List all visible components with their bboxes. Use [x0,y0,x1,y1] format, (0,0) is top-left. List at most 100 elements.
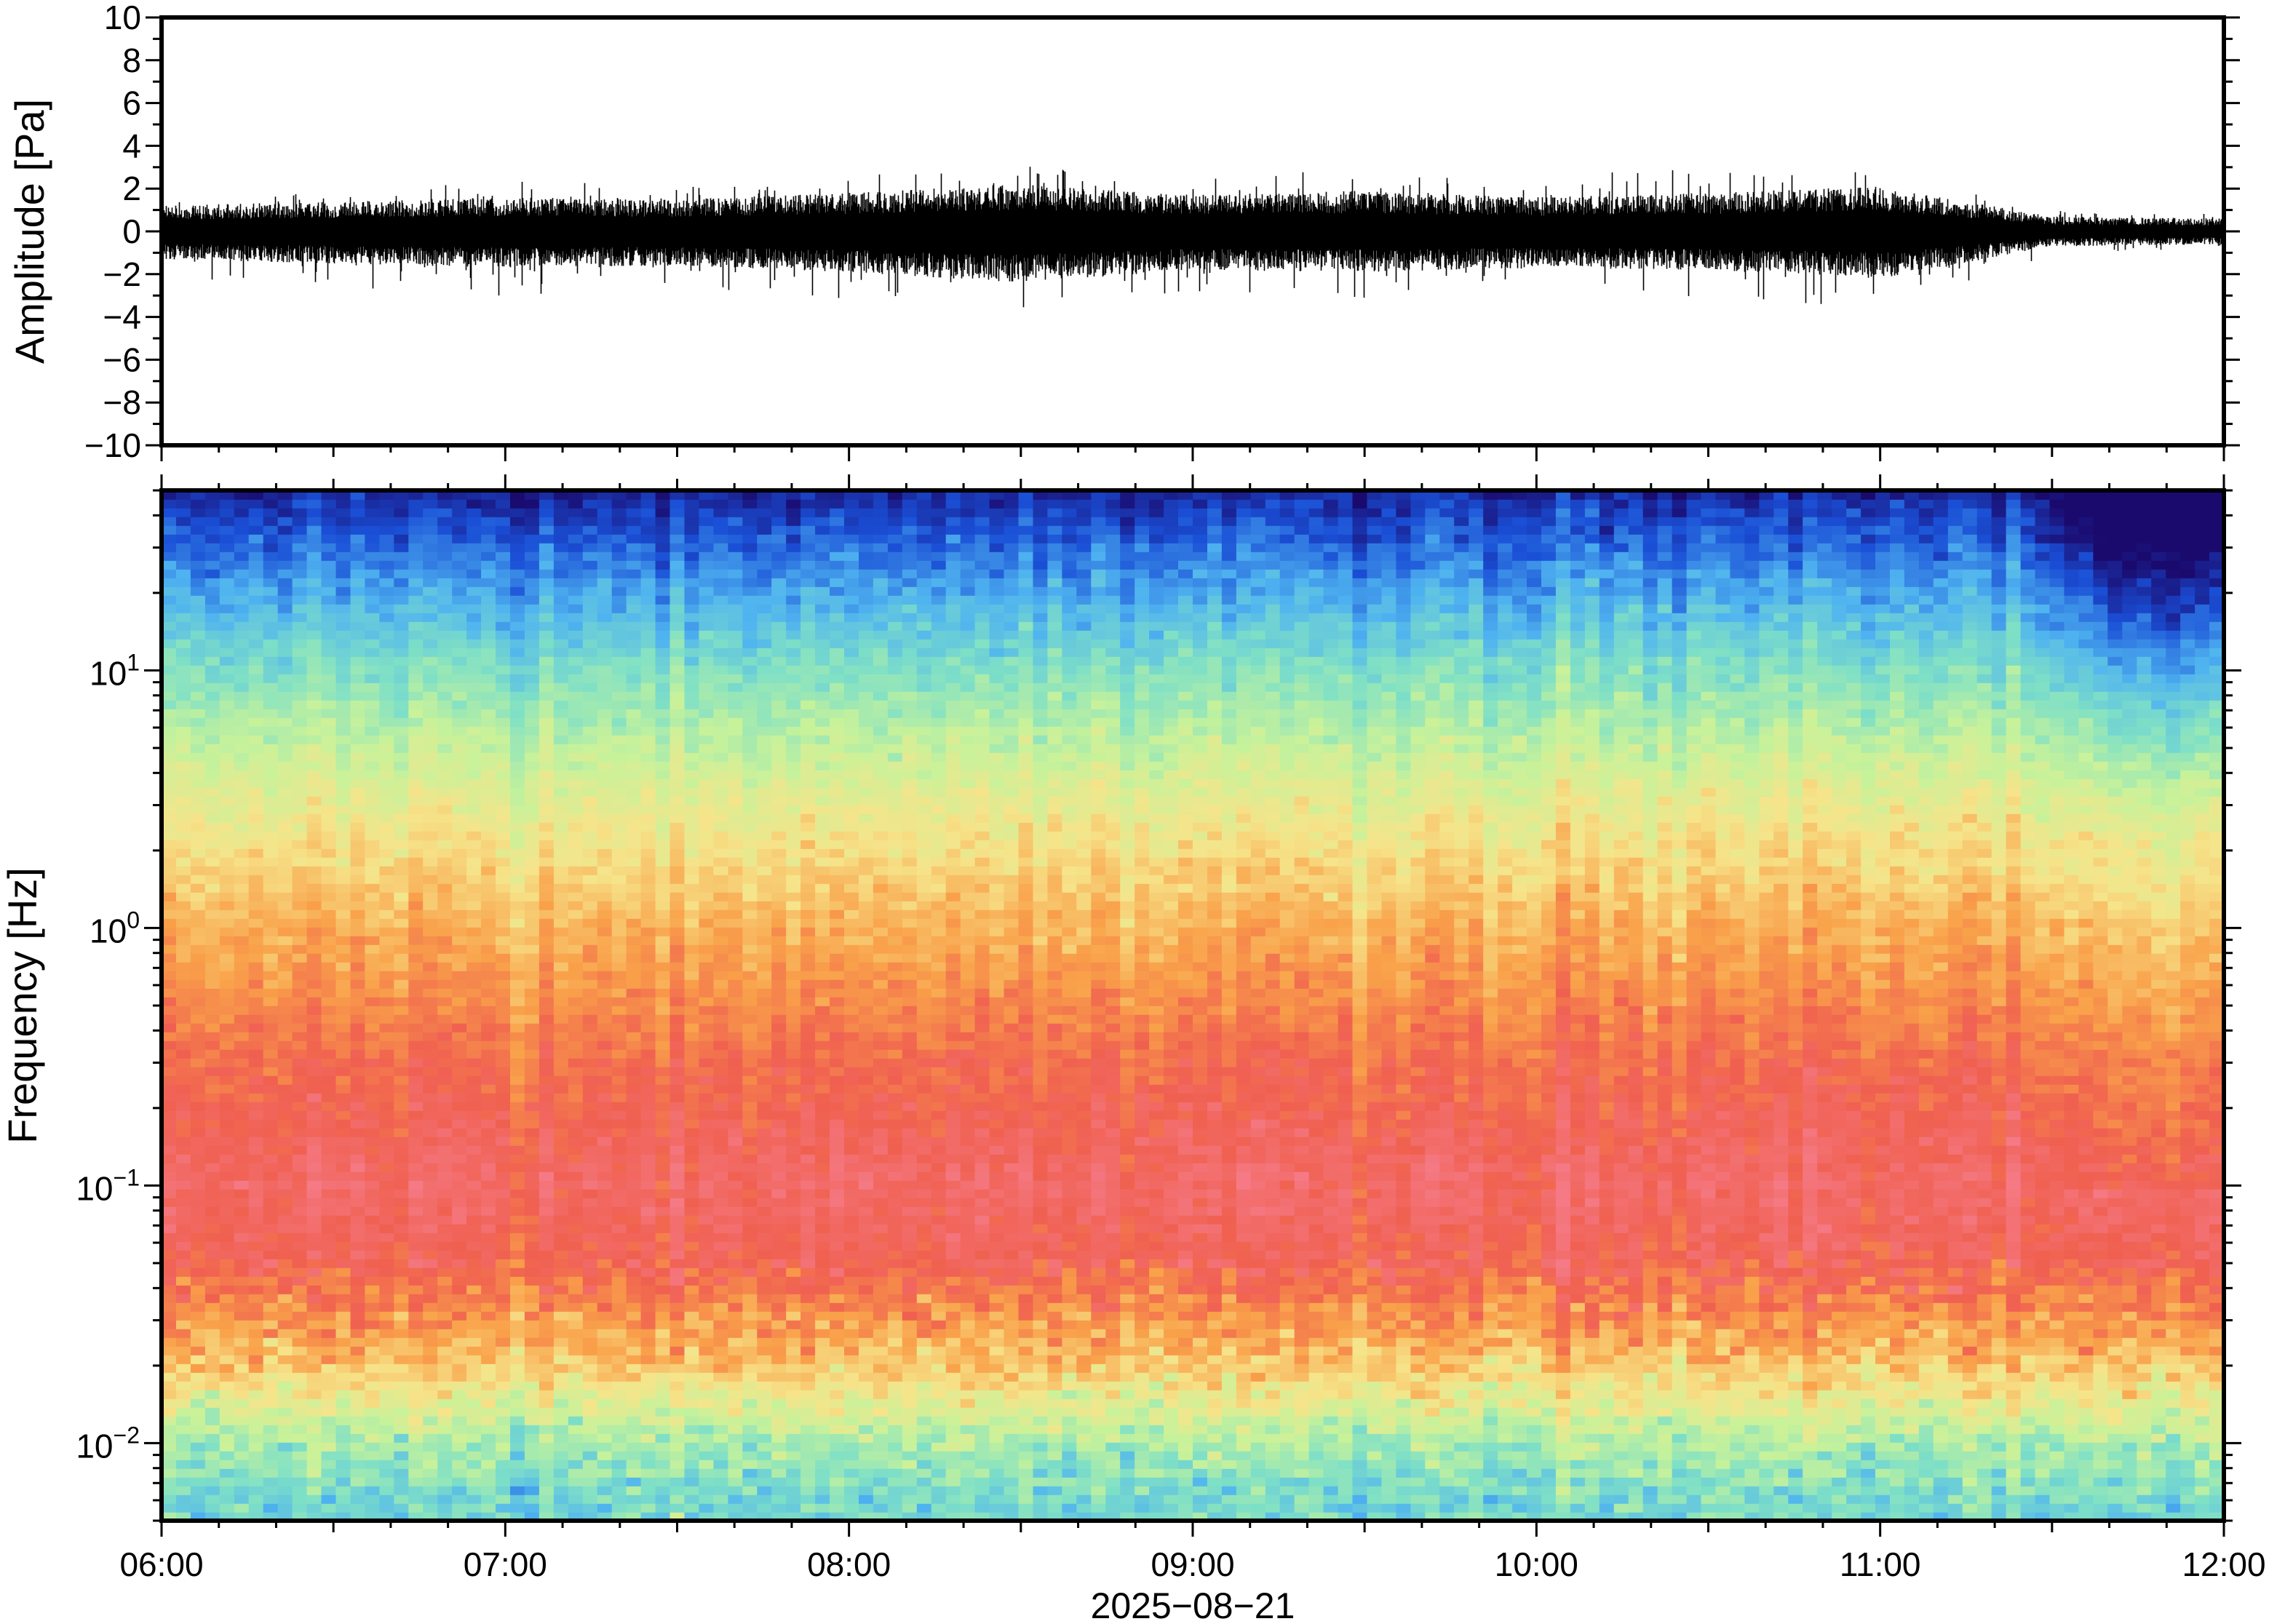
spectrogram-cell [524,552,540,561]
spectrogram-cell [162,1398,177,1408]
spectrogram-cell [394,1154,410,1163]
spectrogram-cell [248,1364,264,1373]
spectrogram-cell [684,1259,700,1268]
spectrogram-cell [481,971,496,980]
spectrogram-cell [394,1137,410,1146]
spectrogram-cell [263,490,279,500]
spectrogram-cell [655,1189,671,1198]
spectrogram-cell [423,1215,438,1225]
spectrogram-cell [684,1023,700,1032]
spectrogram-cell [423,1503,438,1513]
spectrogram-cell [699,1302,715,1312]
spectrogram-cell [466,1014,482,1024]
spectrogram-cell [669,1163,686,1172]
spectrogram-cell [321,840,337,849]
spectrogram-cell [684,909,700,919]
spectrogram-cell [669,979,686,989]
spectrogram-cell [176,796,191,805]
spectrogram-cell [684,875,700,884]
spectrogram-cell [176,875,191,884]
spectrogram-cell [713,1381,729,1390]
spectrogram-cell [640,971,656,980]
spectrogram-cell [481,648,496,657]
spectrogram-cell [306,1154,322,1163]
spectrogram-cell [190,901,206,910]
spectrogram-cell [669,517,686,526]
spectrogram-cell [626,1215,642,1225]
spectrogram-cell [466,735,482,744]
spectrogram-cell [335,857,351,867]
spectrogram-cell [466,1460,482,1469]
spectrogram-cell [742,499,758,509]
spectrogram-cell [553,883,569,893]
spectrogram-cell [466,744,482,753]
spectrogram-cell [640,988,656,998]
spectrogram-cell [699,665,715,674]
spectrogram-cell [611,927,627,936]
spectrogram-cell [394,1163,410,1172]
spectrogram-cell [176,1163,191,1172]
spectrogram-cell [292,1451,308,1460]
spectrogram-cell [335,639,351,648]
spectrogram-cell [684,586,700,596]
spectrogram-cell [408,927,424,936]
spectrogram-cell [669,1460,686,1469]
spectrogram-cell [655,517,671,526]
spectrogram-cell [350,840,366,849]
spectrogram-cell [452,1224,467,1233]
spectrogram-cell [466,813,482,823]
spectrogram-cell [655,639,671,648]
spectrogram-cell [263,1006,279,1015]
spectrogram-cell [582,1416,598,1425]
spectrogram-cell [379,813,395,823]
spectrogram-cell [437,1102,453,1111]
spectrogram-cell [335,691,351,701]
spectrogram-cell [568,1032,584,1041]
spectrogram-cell [350,1381,366,1390]
spectrogram-cell [437,595,453,605]
spectrogram-cell [394,866,410,875]
spectrogram-cell [292,892,308,901]
spectrogram-cell [321,848,337,858]
spectrogram-cell [481,613,496,622]
spectrogram-cell [190,857,206,867]
spectrogram-cell [248,1355,264,1364]
spectrogram-cell [669,656,686,666]
spectrogram-cell [496,1346,511,1356]
spectrogram-cell [452,962,467,971]
spectrogram-cell [190,944,206,954]
spectrogram-cell [757,997,773,1006]
spectrogram-cell [669,1049,686,1059]
spectrogram-cell [669,674,686,683]
spectrogram-cell [597,1180,613,1190]
spectrogram-cell [350,822,366,832]
spectrogram-cell [190,962,206,971]
spectrogram-cell [655,1075,671,1085]
spectrogram-cell [162,700,177,709]
spectrogram-cell [219,901,235,910]
spectrogram-cell [379,1390,395,1399]
spectrogram-cell [757,1058,773,1067]
spectrogram-cell [452,1215,467,1225]
spectrogram-cell [699,988,715,998]
spectrogram-cell [568,1451,584,1460]
spectrogram-cell [655,840,671,849]
spectrogram-cell [365,1390,381,1399]
spectrogram-cell [452,822,467,832]
spectrogram-cell [234,709,250,718]
spectrogram-cell [350,909,366,919]
spectrogram-cell [321,621,337,631]
spectrogram-cell [524,1180,540,1190]
spectrogram-cell [466,936,482,945]
spectrogram-cell [728,1355,744,1364]
spectrogram-cell [597,1014,613,1024]
spectrogram-cell [263,1364,279,1373]
spectrogram-cell [394,1241,410,1251]
spectrogram-cell [684,1006,700,1015]
spectrogram-cell [496,656,511,666]
spectrogram-cell [626,1486,642,1495]
spectrogram-cell [742,1137,758,1146]
spectrogram-cell [640,648,656,657]
spectrogram-cell [452,752,467,762]
spectrogram-cell [219,1233,235,1242]
